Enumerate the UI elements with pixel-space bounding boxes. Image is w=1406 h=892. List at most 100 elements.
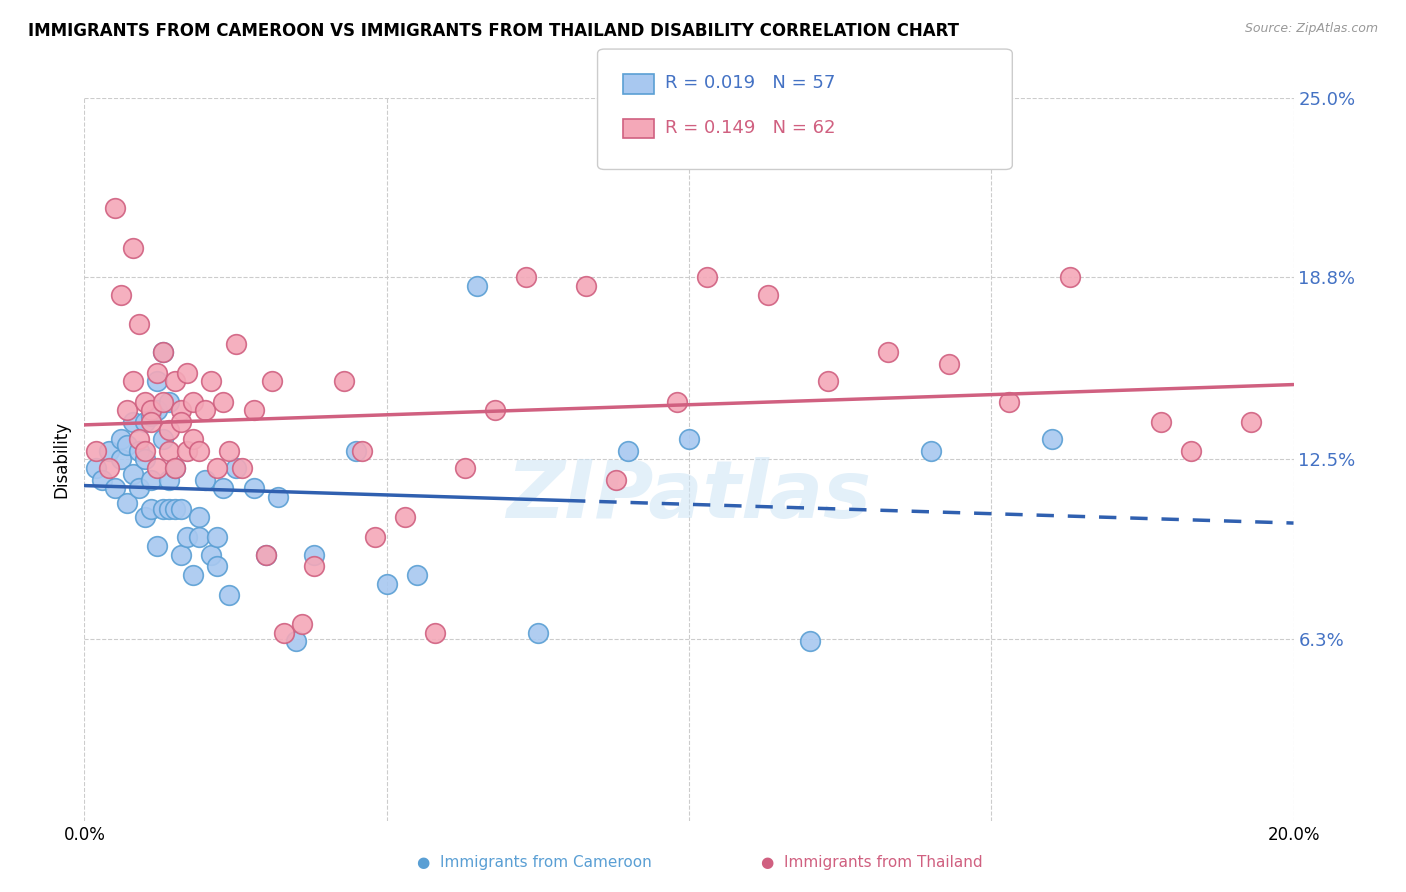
Point bbox=[194, 403, 217, 417]
Point bbox=[165, 461, 187, 475]
Point bbox=[212, 394, 235, 409]
Point bbox=[115, 496, 138, 510]
Point bbox=[194, 473, 217, 487]
Point bbox=[225, 461, 247, 475]
Point bbox=[920, 443, 942, 458]
Text: ZIPatlas: ZIPatlas bbox=[506, 457, 872, 534]
Point bbox=[207, 559, 229, 574]
Point bbox=[110, 432, 132, 446]
Point bbox=[605, 473, 627, 487]
Point bbox=[527, 625, 550, 640]
Point bbox=[678, 432, 700, 446]
Point bbox=[86, 443, 108, 458]
Point bbox=[218, 588, 240, 602]
Point bbox=[817, 375, 839, 389]
Point bbox=[799, 634, 821, 648]
Point bbox=[254, 548, 277, 562]
Point bbox=[170, 415, 193, 429]
Point bbox=[165, 501, 187, 516]
Point bbox=[454, 461, 477, 475]
Point bbox=[134, 394, 156, 409]
Point bbox=[207, 530, 229, 544]
Point bbox=[134, 452, 156, 467]
Point bbox=[484, 403, 506, 417]
Point bbox=[134, 510, 156, 524]
Point bbox=[165, 461, 187, 475]
Point bbox=[333, 375, 356, 389]
Point bbox=[152, 394, 174, 409]
Point bbox=[157, 394, 180, 409]
Point bbox=[212, 481, 235, 495]
Point bbox=[375, 576, 398, 591]
Point bbox=[363, 530, 385, 544]
Point bbox=[176, 443, 198, 458]
Text: ●  Immigrants from Thailand: ● Immigrants from Thailand bbox=[761, 855, 983, 870]
Point bbox=[877, 345, 900, 359]
Point bbox=[146, 375, 169, 389]
Point bbox=[346, 443, 368, 458]
Point bbox=[218, 443, 240, 458]
Point bbox=[146, 366, 169, 380]
Point bbox=[139, 501, 162, 516]
Point bbox=[104, 201, 127, 215]
Point bbox=[110, 287, 132, 301]
Point bbox=[134, 443, 156, 458]
Point bbox=[302, 559, 325, 574]
Point bbox=[115, 403, 138, 417]
Point bbox=[121, 241, 143, 255]
Point bbox=[157, 473, 180, 487]
Point bbox=[242, 481, 264, 495]
Point bbox=[273, 625, 295, 640]
Point bbox=[170, 501, 193, 516]
Point bbox=[225, 336, 247, 351]
Point bbox=[121, 415, 143, 429]
Point bbox=[170, 548, 193, 562]
Point bbox=[152, 432, 174, 446]
Point bbox=[139, 403, 162, 417]
Point bbox=[998, 394, 1021, 409]
Point bbox=[467, 279, 489, 293]
Point bbox=[176, 366, 198, 380]
Text: Source: ZipAtlas.com: Source: ZipAtlas.com bbox=[1244, 22, 1378, 36]
Point bbox=[696, 270, 718, 285]
Point bbox=[121, 467, 143, 481]
Point bbox=[188, 510, 211, 524]
Point bbox=[617, 443, 640, 458]
Text: IMMIGRANTS FROM CAMEROON VS IMMIGRANTS FROM THAILAND DISABILITY CORRELATION CHAR: IMMIGRANTS FROM CAMEROON VS IMMIGRANTS F… bbox=[28, 22, 959, 40]
Point bbox=[139, 473, 162, 487]
Point bbox=[170, 403, 193, 417]
Point bbox=[97, 461, 120, 475]
Point bbox=[1040, 432, 1063, 446]
Point bbox=[181, 394, 204, 409]
Point bbox=[188, 443, 211, 458]
Point bbox=[207, 461, 229, 475]
Point bbox=[128, 443, 150, 458]
Point bbox=[134, 415, 156, 429]
Point bbox=[1059, 270, 1081, 285]
Point bbox=[302, 548, 325, 562]
Point bbox=[515, 270, 537, 285]
Point bbox=[423, 625, 446, 640]
Point bbox=[146, 403, 169, 417]
Point bbox=[575, 279, 598, 293]
Point bbox=[200, 548, 222, 562]
Point bbox=[231, 461, 253, 475]
Point bbox=[157, 424, 180, 438]
Point bbox=[110, 452, 132, 467]
Point bbox=[267, 490, 290, 504]
Point bbox=[1240, 415, 1263, 429]
Text: R = 0.019   N = 57: R = 0.019 N = 57 bbox=[665, 74, 835, 92]
Point bbox=[242, 403, 264, 417]
Point bbox=[394, 510, 416, 524]
Point bbox=[285, 634, 308, 648]
Point bbox=[121, 375, 143, 389]
Point bbox=[128, 481, 150, 495]
Point bbox=[97, 443, 120, 458]
Point bbox=[665, 394, 688, 409]
Point bbox=[938, 357, 960, 371]
Point bbox=[104, 481, 127, 495]
Point bbox=[200, 375, 222, 389]
Point bbox=[406, 568, 429, 582]
Point bbox=[756, 287, 779, 301]
Point bbox=[291, 617, 314, 632]
